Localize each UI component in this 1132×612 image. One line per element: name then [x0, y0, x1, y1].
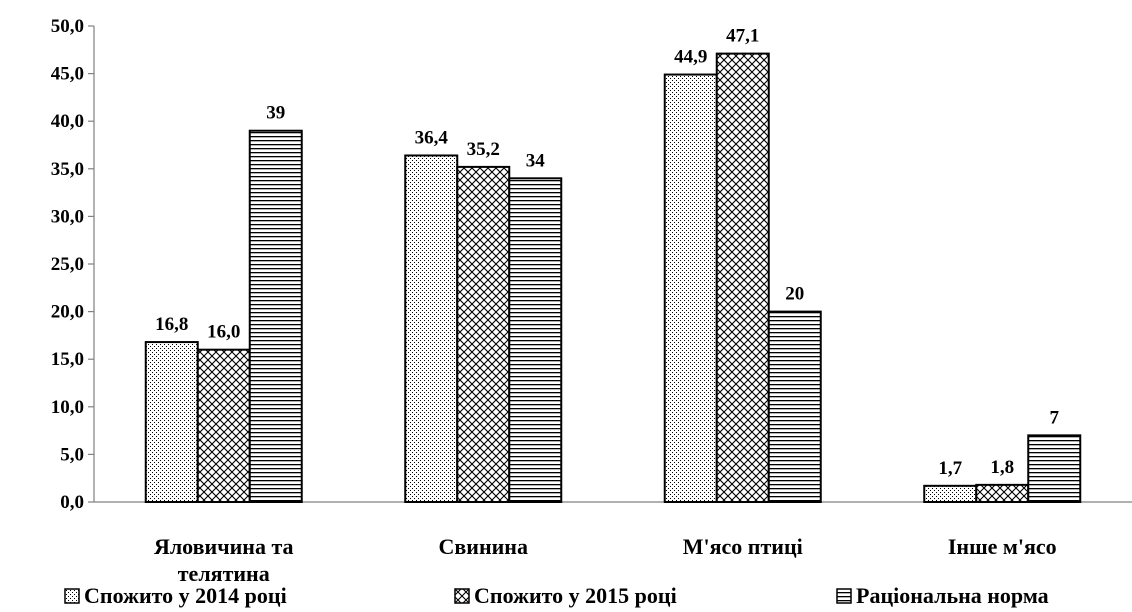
- bar: [456, 165, 511, 503]
- data-label: 44,9: [674, 47, 707, 68]
- bar: [715, 52, 770, 503]
- data-label: 36,4: [415, 127, 449, 148]
- category-label: М'ясо птиці: [683, 534, 803, 559]
- y-tick-label: 35,0: [51, 159, 84, 180]
- bar: [767, 310, 822, 503]
- category-label: Свинина: [439, 534, 528, 559]
- legend-item-2014: Спожито у 2014 році: [64, 583, 287, 609]
- legend-swatch-dots-icon: [64, 588, 80, 604]
- bar-chart: 0,0 5,0 10,0 15,0 20,0 25,0 30,0 35,0 40,0 45,0 50…: [51, 16, 1132, 582]
- legend-item-norm: Раціональна норма: [836, 583, 1049, 609]
- category-label: телятина: [178, 561, 270, 582]
- y-tick-label: 5,0: [60, 444, 84, 465]
- y-tick-label: 30,0: [51, 206, 84, 227]
- y-tick-label: 15,0: [51, 349, 84, 370]
- data-label: 1,8: [990, 457, 1014, 478]
- data-label: 7: [1050, 407, 1060, 428]
- data-label: 35,2: [467, 139, 500, 160]
- data-label: 34: [526, 150, 546, 171]
- legend-label-norm: Раціональна норма: [856, 583, 1049, 608]
- bar: [248, 129, 303, 503]
- legend-label-2014: Спожито у 2014 році: [84, 583, 287, 608]
- bar: [1027, 434, 1082, 503]
- y-tick-label: 0,0: [60, 492, 84, 513]
- bar: [508, 177, 563, 503]
- data-label: 47,1: [726, 26, 759, 47]
- legend-label-2015: Спожито у 2015 році: [474, 583, 677, 608]
- data-labels: 16,8 16,0 39 36,4 35,2 34 44,9 47,1 20 1,7 1,8 7: [155, 26, 1059, 479]
- axes: 0,0 5,0 10,0 15,0 20,0 25,0 30,0 35,0 40,0 45,0 50…: [51, 16, 1132, 513]
- legend-item-2015: Спожито у 2015 році: [454, 583, 677, 609]
- category-label: Інше м'ясо: [948, 534, 1057, 559]
- data-label: 1,7: [938, 458, 962, 479]
- bar: [923, 484, 978, 504]
- bar: [196, 348, 251, 503]
- data-label: 16,8: [155, 314, 188, 335]
- category-label: Яловичина та: [154, 534, 294, 559]
- bar: [144, 341, 199, 503]
- legend-swatch-crosshatch-icon: [454, 588, 470, 604]
- y-tick-label: 20,0: [51, 302, 84, 323]
- legend-swatch-hlines-icon: [836, 588, 852, 604]
- data-label: 39: [266, 103, 285, 124]
- bar: [404, 154, 459, 504]
- bar: [663, 73, 718, 503]
- legend: Спожито у 2014 році Спожито у 2015 році …: [0, 583, 1132, 611]
- data-label: 16,0: [207, 322, 240, 343]
- y-tick-label: 45,0: [51, 64, 84, 85]
- y-tick-label: 50,0: [51, 16, 84, 37]
- bars: [144, 52, 1082, 504]
- y-tick-label: 25,0: [51, 254, 84, 275]
- data-label: 20: [785, 284, 804, 305]
- y-tick-label: 40,0: [51, 111, 84, 132]
- bar: [975, 483, 1030, 504]
- y-tick-label: 10,0: [51, 397, 84, 418]
